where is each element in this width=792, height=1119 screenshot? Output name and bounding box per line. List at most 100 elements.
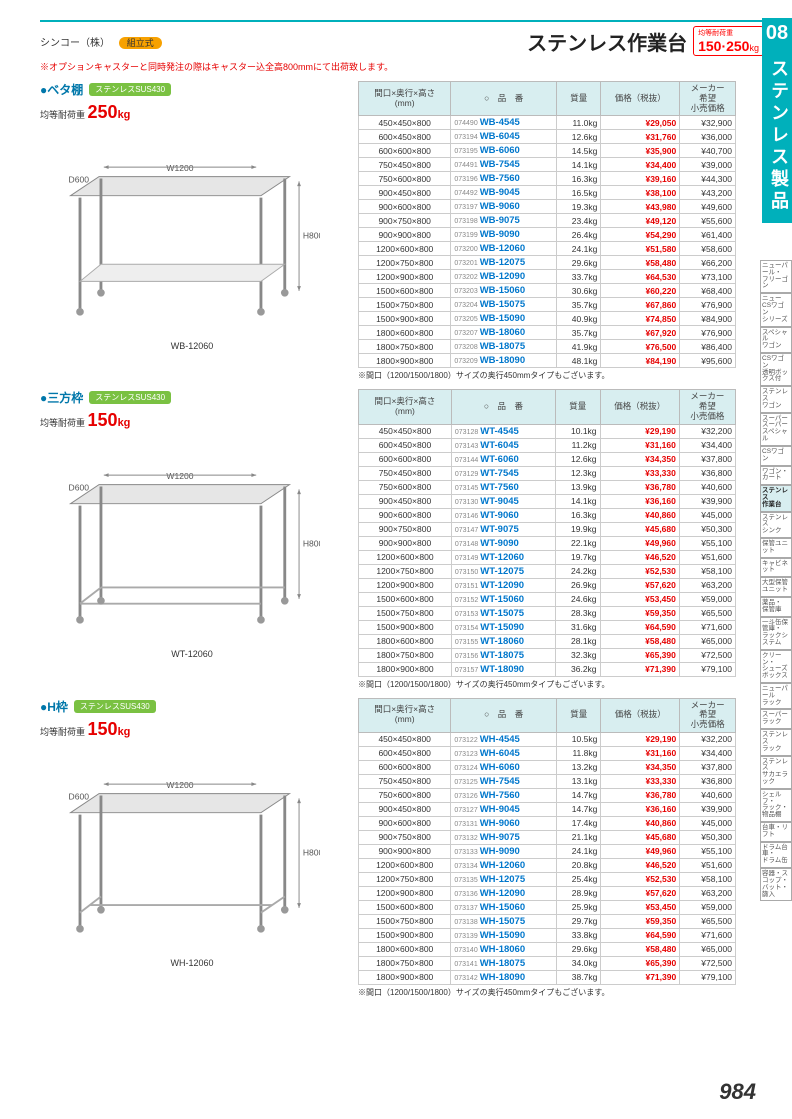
- cell-price: ¥29,190: [601, 732, 680, 746]
- cell-code: 073150WT-12075: [451, 564, 555, 578]
- cell-code: 074491WB-7545: [451, 158, 557, 172]
- cell-mass: 12.6kg: [556, 452, 600, 466]
- cell-mass: 30.6kg: [557, 284, 601, 298]
- table-row: 1200×900×800 073151WT-12090 26.9kg ¥57,6…: [359, 578, 736, 592]
- cell-msrp: ¥58,100: [679, 564, 735, 578]
- cell-price: ¥36,780: [600, 480, 679, 494]
- cell-price: ¥34,350: [600, 452, 679, 466]
- cell-price: ¥65,390: [600, 648, 679, 662]
- th-price: 価格（税抜）: [601, 698, 680, 732]
- cell-mass: 19.3kg: [557, 200, 601, 214]
- svg-text:D600: D600: [69, 791, 90, 801]
- cell-msrp: ¥36,800: [680, 774, 736, 788]
- sidebar-item: キャビネット: [760, 558, 792, 578]
- cell-price: ¥34,400: [601, 158, 680, 172]
- th-mass: 質量: [557, 698, 601, 732]
- cell-price: ¥36,780: [601, 788, 680, 802]
- cell-price: ¥76,500: [601, 340, 680, 354]
- cell-msrp: ¥59,000: [679, 592, 735, 606]
- cell-dim: 1200×600×800: [359, 242, 451, 256]
- cell-msrp: ¥34,400: [679, 438, 735, 452]
- cell-code: 073197WB-9060: [451, 200, 557, 214]
- cell-msrp: ¥86,400: [680, 340, 736, 354]
- cell-price: ¥74,850: [601, 312, 680, 326]
- cell-price: ¥64,590: [600, 620, 679, 634]
- table-row: 1500×900×800 073154WT-15090 31.6kg ¥64,5…: [359, 620, 736, 634]
- cell-msrp: ¥65,000: [679, 634, 735, 648]
- table-row: 1500×900×800 073139WH-15090 33.8kg ¥64,5…: [359, 928, 736, 942]
- cell-mass: 22.1kg: [556, 536, 600, 550]
- cell-msrp: ¥40,600: [680, 788, 736, 802]
- table-row: 900×750×800 073132WH-9075 21.1kg ¥45,680…: [359, 830, 736, 844]
- cell-code: 073126WH-7560: [451, 788, 557, 802]
- tab-number: 08: [762, 18, 792, 49]
- cell-code: 073138WH-15075: [451, 914, 557, 928]
- cell-price: ¥31,160: [601, 746, 680, 760]
- diagram-caption: WH-12060: [40, 958, 344, 968]
- cell-price: ¥46,520: [601, 858, 680, 872]
- cell-code: 073137WH-15060: [451, 900, 557, 914]
- cell-dim: 1200×750×800: [359, 256, 451, 270]
- table-row: 900×450×800 074492WB-9045 16.5kg ¥38,100…: [359, 186, 736, 200]
- th-mass: 質量: [556, 390, 600, 424]
- th-msrp: メーカー 希望 小売価格: [680, 698, 736, 732]
- cell-mass: 17.4kg: [557, 816, 601, 830]
- diagram-caption: WT-12060: [40, 649, 344, 659]
- cell-mass: 29.6kg: [557, 942, 601, 956]
- price-table: 間口×奥行×高さ (mm) ○ 品 番 質量 価格（税抜） メーカー 希望 小売…: [358, 81, 736, 368]
- table-row: 900×750×800 073147WT-9075 19.9kg ¥45,680…: [359, 522, 736, 536]
- cell-price: ¥53,450: [600, 592, 679, 606]
- load-badge-unit: kg: [749, 43, 759, 53]
- cell-dim: 1200×750×800: [359, 564, 452, 578]
- table-row: 750×600×800 073145WT-7560 13.9kg ¥36,780…: [359, 480, 736, 494]
- cell-code: 073132WH-9075: [451, 830, 557, 844]
- sidebar-item: ステンレス ワゴン: [760, 386, 792, 412]
- cell-code: 073155WT-18060: [451, 634, 555, 648]
- cell-dim: 600×450×800: [359, 746, 451, 760]
- cell-msrp: ¥40,600: [679, 480, 735, 494]
- th-price: 価格（税抜）: [600, 390, 679, 424]
- diagram-caption: WB-12060: [40, 341, 344, 351]
- cell-mass: 24.1kg: [557, 242, 601, 256]
- cell-dim: 1800×600×800: [359, 634, 452, 648]
- table-row: 900×450×800 073127WH-9045 14.7kg ¥36,160…: [359, 802, 736, 816]
- cell-dim: 450×450×800: [359, 732, 451, 746]
- th-code: ○ 品 番: [451, 82, 557, 116]
- table-row: 1800×750×800 073156WT-18075 32.3kg ¥65,3…: [359, 648, 736, 662]
- cell-code: 073142WH-18090: [451, 970, 557, 984]
- cell-msrp: ¥65,500: [680, 914, 736, 928]
- sidebar-item: スーパー ラック: [760, 709, 792, 729]
- cell-msrp: ¥43,200: [680, 186, 736, 200]
- sidebar-item: 薬品・ 保管庫: [760, 597, 792, 617]
- table-row: 600×600×800 073124WH-6060 13.2kg ¥34,350…: [359, 760, 736, 774]
- table-row: 900×600×800 073197WB-9060 19.3kg ¥43,980…: [359, 200, 736, 214]
- cell-dim: 1200×600×800: [359, 858, 451, 872]
- cell-price: ¥49,960: [600, 536, 679, 550]
- cell-msrp: ¥45,000: [680, 816, 736, 830]
- cell-dim: 1200×900×800: [359, 578, 452, 592]
- cell-mass: 40.9kg: [557, 312, 601, 326]
- cell-dim: 450×450×800: [359, 116, 451, 130]
- cell-code: 073152WT-15060: [451, 592, 555, 606]
- cell-code: 073128WT-4545: [451, 424, 555, 438]
- sidebar-item: CSワゴン 透明ボックス付: [760, 353, 792, 386]
- cell-code: 073199WB-9090: [451, 228, 557, 242]
- cell-code: 073143WT-6045: [451, 438, 555, 452]
- cell-mass: 28.9kg: [557, 886, 601, 900]
- cell-msrp: ¥44,300: [680, 172, 736, 186]
- cell-code: 073196WB-7560: [451, 172, 557, 186]
- sidebar-item: スペシャル ワゴン: [760, 327, 792, 353]
- cell-price: ¥57,620: [601, 886, 680, 900]
- cell-dim: 750×450×800: [359, 158, 451, 172]
- th-dim: 間口×奥行×高さ (mm): [359, 82, 451, 116]
- cell-mass: 12.3kg: [556, 466, 600, 480]
- table-row: 1800×900×800 073157WT-18090 36.2kg ¥71,3…: [359, 662, 736, 676]
- cell-msrp: ¥76,900: [680, 298, 736, 312]
- cell-msrp: ¥32,200: [680, 732, 736, 746]
- material-tag: ステンレスSUS430: [74, 700, 156, 713]
- th-code: ○ 品 番: [451, 698, 557, 732]
- cell-code: 074492WB-9045: [451, 186, 557, 200]
- cell-msrp: ¥50,300: [680, 830, 736, 844]
- cell-price: ¥38,100: [601, 186, 680, 200]
- cell-dim: 1200×900×800: [359, 270, 451, 284]
